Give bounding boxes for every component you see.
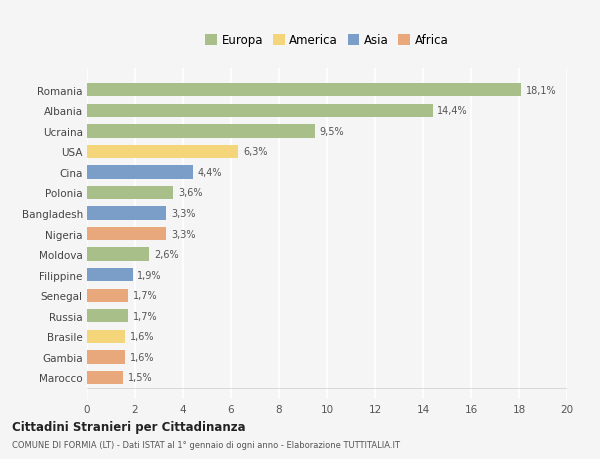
Bar	[87, 227, 166, 241]
Text: 4,4%: 4,4%	[197, 168, 222, 178]
Text: 3,6%: 3,6%	[178, 188, 203, 198]
Text: 2,6%: 2,6%	[154, 250, 179, 260]
Text: 1,6%: 1,6%	[130, 332, 155, 341]
Text: 18,1%: 18,1%	[526, 85, 557, 95]
Text: 9,5%: 9,5%	[320, 127, 344, 136]
Text: 3,3%: 3,3%	[171, 229, 196, 239]
Text: 1,7%: 1,7%	[133, 291, 157, 301]
Bar	[87, 84, 521, 97]
Bar	[87, 351, 125, 364]
Text: 1,7%: 1,7%	[133, 311, 157, 321]
Bar	[87, 330, 125, 343]
Text: 6,3%: 6,3%	[243, 147, 268, 157]
Text: COMUNE DI FORMIA (LT) - Dati ISTAT al 1° gennaio di ogni anno - Elaborazione TUT: COMUNE DI FORMIA (LT) - Dati ISTAT al 1°…	[12, 440, 400, 449]
Bar	[87, 289, 128, 302]
Bar	[87, 371, 123, 384]
Bar	[87, 186, 173, 200]
Bar	[87, 146, 238, 159]
Text: Cittadini Stranieri per Cittadinanza: Cittadini Stranieri per Cittadinanza	[12, 420, 245, 433]
Bar	[87, 207, 166, 220]
Legend: Europa, America, Asia, Africa: Europa, America, Asia, Africa	[203, 32, 451, 50]
Bar	[87, 248, 149, 261]
Text: 3,3%: 3,3%	[171, 208, 196, 218]
Bar	[87, 125, 315, 138]
Text: 1,5%: 1,5%	[128, 373, 152, 383]
Bar	[87, 104, 433, 118]
Bar	[87, 309, 128, 323]
Text: 1,6%: 1,6%	[130, 352, 155, 362]
Text: 1,9%: 1,9%	[137, 270, 162, 280]
Text: 14,4%: 14,4%	[437, 106, 468, 116]
Bar	[87, 269, 133, 282]
Bar	[87, 166, 193, 179]
